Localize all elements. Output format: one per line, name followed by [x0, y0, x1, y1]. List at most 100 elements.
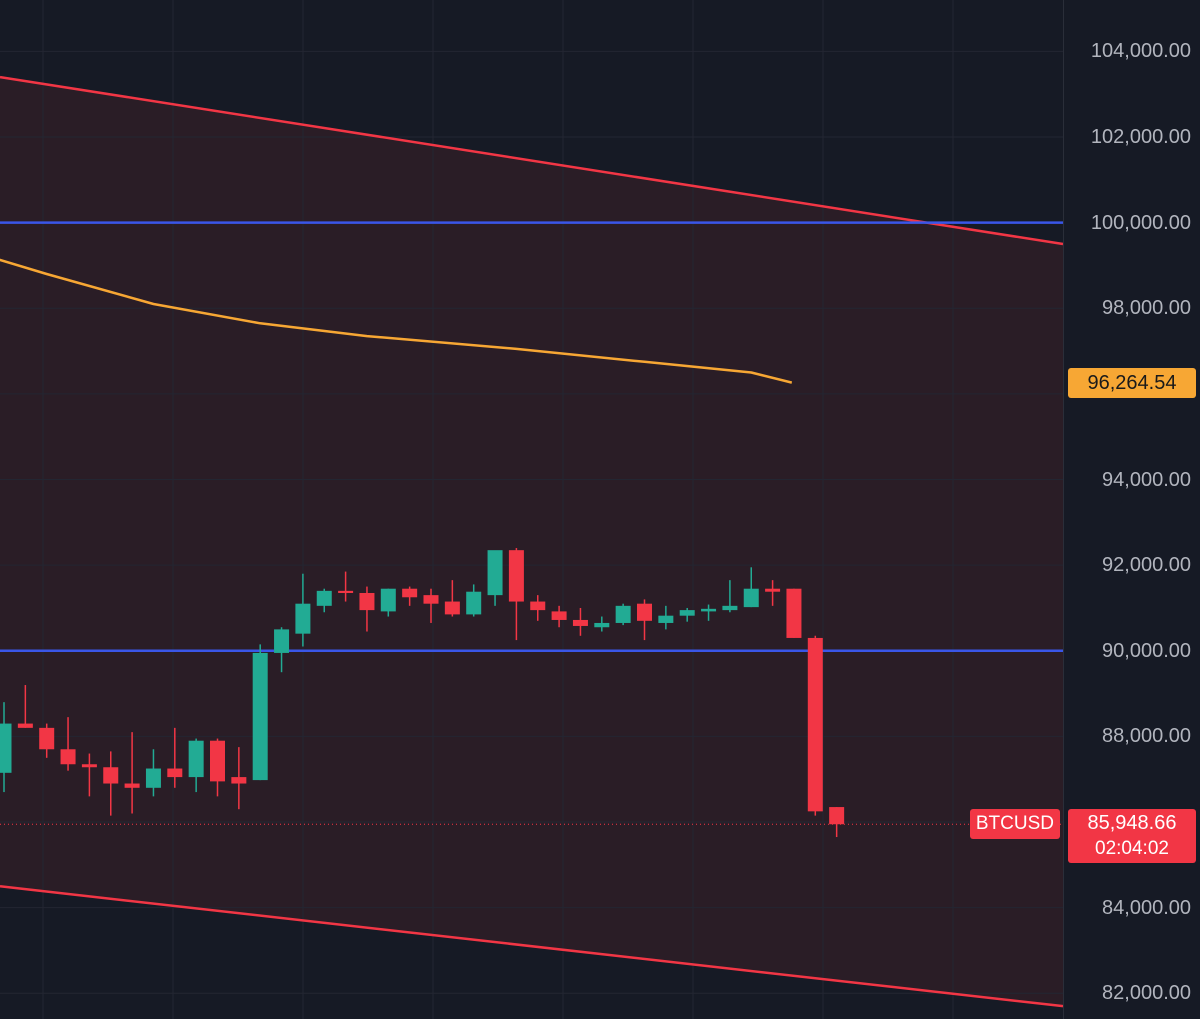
candle-body: [145, 768, 161, 788]
candle[interactable]: [487, 550, 503, 606]
price-axis-tick-label: 82,000.00: [1102, 982, 1191, 1005]
candle[interactable]: [679, 607, 695, 622]
candle[interactable]: [402, 586, 418, 606]
candle-body: [701, 608, 717, 612]
candle[interactable]: [594, 616, 610, 632]
descending-channel[interactable]: [0, 75, 1064, 1008]
candle[interactable]: [210, 738, 225, 797]
candle-body: [743, 588, 759, 608]
candle[interactable]: [722, 580, 738, 613]
sma-price-label: 96,264.54: [1087, 371, 1177, 394]
price-axis-tick-label: 98,000.00: [1102, 297, 1191, 320]
candle-body: [0, 723, 12, 773]
candle-body: [765, 588, 781, 592]
candle-body: [423, 595, 439, 604]
candle-body: [530, 601, 546, 611]
candle[interactable]: [423, 588, 439, 623]
horizontal-levels[interactable]: [0, 221, 1063, 653]
candle-body: [658, 615, 674, 623]
candle[interactable]: [786, 588, 802, 638]
sma-price-badge: 96,264.54: [1068, 367, 1196, 398]
candle-body: [17, 723, 33, 728]
sma-polyline[interactable]: [0, 248, 793, 384]
candle[interactable]: [466, 584, 482, 617]
last-price-badge: 85,948.66 02:04:02: [1068, 809, 1196, 864]
candle-body: [829, 807, 845, 825]
candle[interactable]: [701, 604, 717, 621]
price-axis[interactable]: 104,000.00 102,000.00 100,000.00 98,000.00 9…: [1063, 0, 1200, 1019]
candle-body: [722, 605, 738, 611]
price-axis-tick-label: 94,000.00: [1102, 468, 1191, 491]
candle-body: [807, 637, 823, 812]
channel-lower-line[interactable]: [0, 885, 1064, 1008]
candle-body: [295, 603, 311, 634]
candle-body: [359, 592, 375, 611]
candle[interactable]: [338, 571, 354, 602]
candle-body: [338, 590, 354, 593]
candle[interactable]: [743, 567, 759, 608]
candle[interactable]: [188, 738, 204, 793]
candle[interactable]: [829, 807, 845, 838]
candle[interactable]: [508, 548, 524, 641]
candle[interactable]: [145, 749, 161, 797]
price-axis-tick-label: 100,000.00: [1090, 211, 1191, 234]
candle[interactable]: [60, 717, 76, 771]
candle[interactable]: [380, 588, 396, 617]
price-axis-tick-label: 84,000.00: [1102, 896, 1191, 919]
candle[interactable]: [637, 599, 652, 641]
candle-body: [81, 764, 97, 768]
candlesticks[interactable]: [0, 548, 845, 838]
candle-body: [60, 749, 76, 765]
candle-body: [167, 768, 183, 778]
price-axis-tick-label: 92,000.00: [1102, 554, 1191, 577]
candle[interactable]: [359, 586, 375, 632]
candle-body: [594, 622, 610, 628]
bar-countdown-label: 02:04:02: [1095, 838, 1169, 860]
symbol-tag: BTCUSD: [969, 809, 1060, 840]
candle[interactable]: [807, 635, 823, 816]
price-axis-tick-label: 90,000.00: [1102, 639, 1191, 662]
channel-upper-line[interactable]: [0, 75, 1064, 246]
candle-body: [124, 783, 140, 788]
candle-body: [252, 652, 268, 781]
candle[interactable]: [103, 751, 119, 816]
candle[interactable]: [39, 723, 55, 758]
candle[interactable]: [81, 753, 97, 797]
candle[interactable]: [295, 573, 311, 647]
candle[interactable]: [17, 685, 33, 728]
candle-body: [551, 611, 567, 620]
candle-body: [786, 588, 802, 638]
candle[interactable]: [167, 727, 183, 788]
candle-body: [402, 588, 418, 598]
candle-body: [380, 588, 396, 612]
candle[interactable]: [124, 732, 140, 814]
last-price-label: 85,948.66: [1087, 812, 1177, 835]
candle[interactable]: [572, 607, 588, 636]
candle[interactable]: [530, 595, 546, 621]
candle[interactable]: [231, 747, 247, 810]
candle[interactable]: [252, 644, 268, 781]
candle[interactable]: [551, 605, 567, 628]
candle-body: [637, 603, 652, 621]
candle[interactable]: [615, 603, 631, 626]
candle[interactable]: [274, 627, 290, 673]
sma-line[interactable]: [0, 248, 793, 384]
candle-body: [572, 619, 588, 626]
candle[interactable]: [0, 702, 12, 793]
candle-body: [487, 550, 503, 596]
candle-body: [231, 777, 247, 784]
candle-body: [39, 727, 55, 750]
candle-body: [188, 740, 204, 778]
candle[interactable]: [444, 580, 460, 617]
candle-body: [615, 605, 631, 623]
candle-body: [679, 610, 695, 616]
candle[interactable]: [658, 605, 674, 630]
candle-body: [103, 767, 119, 784]
price-axis-tick-label: 102,000.00: [1090, 126, 1191, 148]
candle-body: [508, 550, 524, 602]
candle[interactable]: [765, 580, 781, 606]
price-axis-tick-label: 104,000.00: [1090, 40, 1191, 63]
candle-body: [466, 591, 482, 615]
candle[interactable]: [316, 588, 332, 613]
